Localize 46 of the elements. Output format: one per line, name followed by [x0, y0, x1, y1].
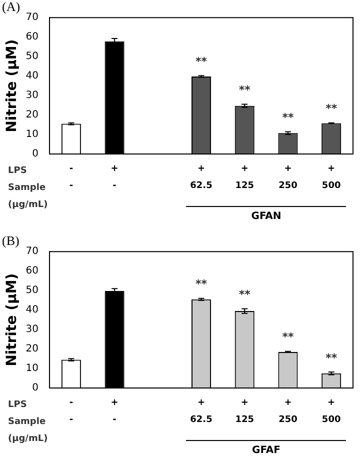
x-tick-label: + 125	[235, 164, 254, 191]
text: LPS	[8, 400, 27, 410]
annotation: **	[326, 102, 338, 116]
y-tick-label: 70	[26, 246, 39, 258]
y-tick-label: 50	[26, 285, 39, 296]
y-tick-label: 60	[26, 266, 39, 277]
x-tick-label: + 500	[322, 164, 341, 191]
y-tick-label: 10	[26, 129, 39, 140]
chart-title: (B)	[2, 233, 20, 248]
x-tick-label: + -	[110, 164, 118, 191]
x-tick-label: + 250	[278, 164, 298, 191]
y-tick-label: 20	[26, 344, 39, 355]
text: Sample (μg/mL)	[8, 182, 48, 210]
x-tick-label: + 125	[235, 398, 254, 425]
y-tick-label: 40	[26, 70, 39, 82]
text: Sample (μg/mL)	[8, 416, 48, 444]
y-axis-title: Nitrite (μM)	[4, 39, 20, 132]
y-axis-title: Nitrite (μM)	[4, 273, 20, 366]
y-tick-label: 30	[26, 324, 39, 336]
annotation: **	[238, 84, 251, 97]
y-tick-label: 50	[26, 51, 39, 62]
y-tick-label: 0	[32, 148, 39, 160]
x-tick-label: - -	[69, 398, 74, 425]
y-tick-label: 60	[26, 32, 39, 43]
x-tick-label: + 500	[322, 398, 341, 425]
x-tick-label: + 62.5	[190, 398, 212, 425]
y-tick-label: 40	[26, 304, 39, 316]
annotation: **	[326, 351, 338, 364]
y-tick-label: 10	[26, 363, 39, 374]
text: GFAN	[250, 211, 282, 222]
x-tick-label: + 62.5	[190, 164, 212, 191]
annotation: **	[196, 55, 208, 68]
x-tick-label: - -	[69, 164, 74, 191]
y-tick-label: 30	[26, 90, 39, 102]
text: LPS	[8, 166, 27, 176]
chart-title: (A)	[2, 0, 20, 14]
x-tick-label: + 250	[278, 398, 298, 425]
x-tick-label: + -	[110, 398, 118, 425]
annotation: **	[282, 111, 294, 124]
annotation: **	[282, 330, 294, 344]
y-tick-label: 20	[26, 110, 39, 121]
y-tick-label: 70	[26, 12, 39, 24]
annotation: **	[196, 278, 208, 291]
text: GFAF	[251, 445, 282, 456]
y-tick-label: 0	[32, 382, 39, 394]
annotation: **	[238, 288, 251, 302]
